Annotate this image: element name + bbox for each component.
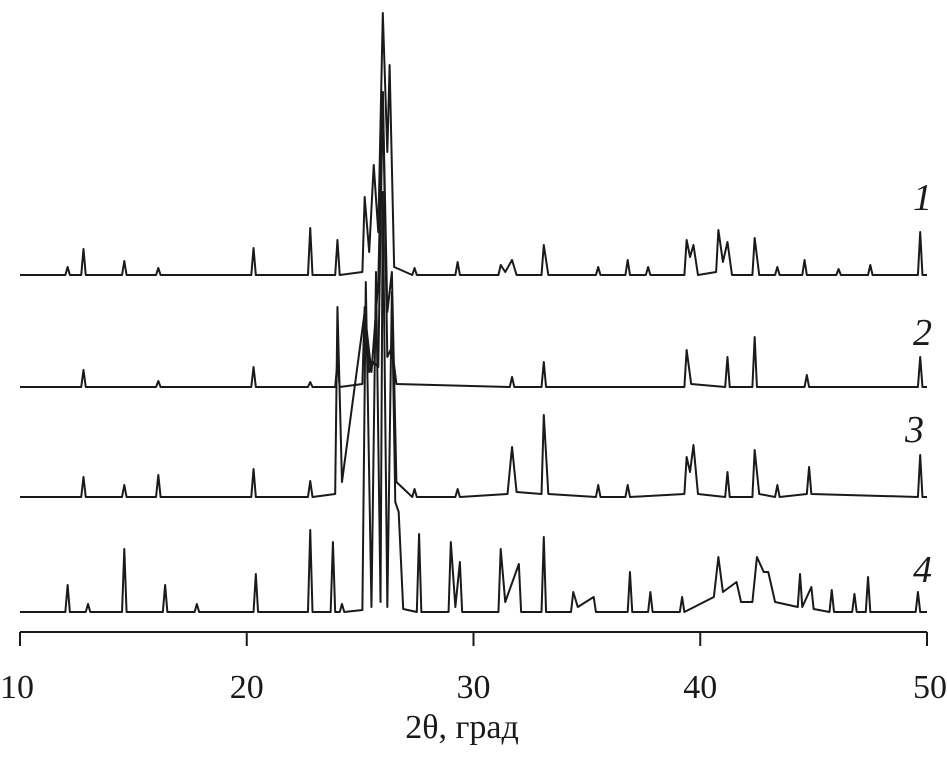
pattern-line bbox=[20, 12, 927, 276]
x-tick-label: 50 bbox=[913, 669, 947, 706]
pattern-line bbox=[20, 91, 927, 388]
series-label: 2 bbox=[913, 312, 932, 354]
x-tick-label: 40 bbox=[683, 669, 717, 706]
series-label: 4 bbox=[913, 549, 932, 591]
x-tick-label: 30 bbox=[457, 669, 491, 706]
series-label: 1 bbox=[913, 177, 932, 219]
series-label: 3 bbox=[904, 409, 924, 451]
x-axis-title: 2θ, град bbox=[405, 709, 519, 746]
pattern-line bbox=[20, 91, 927, 498]
x-tick-label: 20 bbox=[230, 669, 264, 706]
x-tick-label: 10 bbox=[0, 669, 34, 706]
pattern-line bbox=[20, 191, 927, 613]
